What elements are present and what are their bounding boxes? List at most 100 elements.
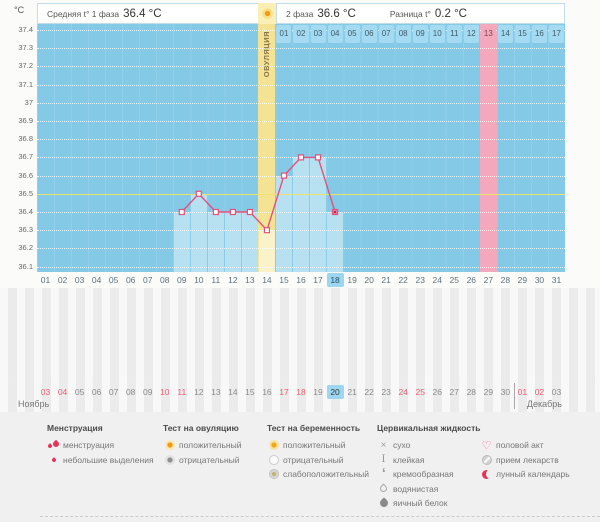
date-label[interactable]: 22 bbox=[364, 387, 374, 397]
temperature-bar bbox=[258, 230, 275, 272]
cycle-day-label[interactable]: 19 bbox=[347, 275, 357, 285]
sticky-icon bbox=[377, 454, 390, 466]
cycle-day-label[interactable]: 10 bbox=[194, 275, 204, 285]
temperature-point[interactable] bbox=[246, 208, 254, 216]
legend-group-title bbox=[480, 423, 570, 438]
temperature-bar bbox=[310, 157, 327, 272]
symbol-area[interactable] bbox=[0, 288, 600, 412]
date-label[interactable]: 08 bbox=[125, 387, 136, 397]
gridline bbox=[37, 175, 565, 177]
cycle-day-label[interactable]: 06 bbox=[125, 275, 136, 285]
date-label[interactable]: 20 bbox=[326, 385, 344, 399]
creamy-icon bbox=[377, 468, 390, 480]
temperature-point[interactable] bbox=[178, 208, 185, 216]
legend-item-label: слабоположительный bbox=[283, 469, 369, 480]
legend-item: прием лекарств bbox=[480, 453, 570, 468]
cycle-day-label[interactable]: 07 bbox=[142, 275, 153, 285]
gridline bbox=[37, 102, 565, 104]
date-label[interactable]: 09 bbox=[142, 387, 153, 397]
date-label[interactable]: 29 bbox=[483, 387, 494, 397]
cycle-day-label[interactable]: 17 bbox=[313, 275, 323, 285]
date-label[interactable]: 15 bbox=[245, 387, 255, 397]
legend-item: слабоположительный bbox=[267, 467, 369, 482]
gridline bbox=[37, 139, 565, 141]
date-label[interactable]: 18 bbox=[296, 387, 306, 397]
spotting-icon bbox=[47, 454, 60, 466]
cycle-day-label[interactable]: 16 bbox=[296, 275, 306, 285]
cycle-day-label[interactable]: 26 bbox=[466, 275, 477, 285]
cycle-day-label[interactable]: 13 bbox=[245, 275, 255, 285]
gridline bbox=[37, 48, 565, 50]
month-label-left: Ноябрь bbox=[18, 399, 50, 409]
pregnancy-test-positive-icon bbox=[267, 439, 280, 451]
temperature-point[interactable] bbox=[229, 208, 236, 216]
temperature-point[interactable] bbox=[263, 227, 271, 234]
date-label[interactable]: 24 bbox=[398, 387, 408, 397]
dpo-cell: 14 bbox=[497, 25, 513, 43]
date-label[interactable]: 03 bbox=[551, 387, 562, 397]
cycle-day-label[interactable]: 23 bbox=[415, 275, 425, 285]
cycle-day-label[interactable]: 27 bbox=[483, 275, 494, 285]
date-label[interactable]: 10 bbox=[160, 387, 170, 397]
legend-item: клейкая bbox=[377, 453, 480, 468]
temperature-chart[interactable]: 01 02 03 04 05 06 07 08 09 10 11 12 13 14 15 16 17 ОВУЛЯЦ… bbox=[37, 24, 565, 272]
cycle-day-label[interactable]: 31 bbox=[551, 275, 562, 285]
cycle-day-label[interactable]: 03 bbox=[74, 275, 85, 285]
cycle-day-label[interactable]: 29 bbox=[517, 275, 528, 285]
legend-item-label: кремообразная bbox=[393, 469, 454, 480]
date-label[interactable]: 17 bbox=[279, 387, 289, 397]
date-label[interactable]: 21 bbox=[347, 387, 357, 397]
date-label[interactable]: 16 bbox=[262, 387, 272, 397]
date-label[interactable]: 25 bbox=[415, 387, 425, 397]
date-label[interactable]: 23 bbox=[381, 387, 391, 397]
temperature-point[interactable] bbox=[212, 208, 219, 216]
gridline bbox=[37, 66, 565, 68]
legend-group: половой акт прием лекарств лунный календар… bbox=[480, 423, 570, 482]
cycle-day-label[interactable]: 14 bbox=[262, 275, 272, 285]
legend-item-label: менструация bbox=[63, 440, 115, 451]
ovulation-header-cell bbox=[258, 3, 276, 24]
cycle-day-label[interactable]: 02 bbox=[57, 275, 68, 285]
cycle-day-label[interactable]: 09 bbox=[177, 275, 187, 285]
date-label[interactable]: 27 bbox=[449, 387, 460, 397]
cycle-day-label[interactable]: 18 bbox=[326, 273, 344, 287]
cycle-day-label[interactable]: 01 bbox=[40, 275, 51, 285]
date-label[interactable]: 26 bbox=[432, 387, 442, 397]
legend-item-label: положительный bbox=[179, 440, 242, 451]
temperature-point[interactable] bbox=[297, 154, 305, 161]
legend-item-label: клейкая bbox=[393, 454, 425, 465]
temperature-point[interactable] bbox=[280, 172, 288, 179]
cycle-day-label[interactable]: 22 bbox=[398, 275, 408, 285]
cycle-day-label[interactable]: 20 bbox=[364, 275, 374, 285]
date-label[interactable]: 30 bbox=[500, 387, 511, 397]
date-label[interactable]: 07 bbox=[108, 387, 119, 397]
cycle-day-label[interactable]: 05 bbox=[108, 275, 119, 285]
cycle-day-label[interactable]: 28 bbox=[500, 275, 511, 285]
date-label[interactable]: 02 bbox=[534, 387, 545, 397]
cycle-day-label[interactable]: 30 bbox=[534, 275, 545, 285]
date-label[interactable]: 04 bbox=[57, 387, 68, 397]
date-label[interactable]: 13 bbox=[211, 387, 221, 397]
phase2-label: 2 фаза bbox=[286, 8, 314, 19]
temperature-point[interactable] bbox=[195, 190, 202, 197]
cycle-day-label[interactable]: 12 bbox=[228, 275, 238, 285]
date-label[interactable]: 28 bbox=[466, 387, 477, 397]
temperature-point[interactable] bbox=[314, 154, 322, 161]
date-label[interactable]: 12 bbox=[194, 387, 204, 397]
date-label[interactable]: 06 bbox=[91, 387, 102, 397]
date-label[interactable]: 19 bbox=[313, 387, 323, 397]
cycle-day-label[interactable]: 21 bbox=[381, 275, 391, 285]
date-label[interactable]: 01 bbox=[517, 387, 528, 397]
date-label[interactable]: 14 bbox=[228, 387, 238, 397]
legend-item: небольшие выделения bbox=[47, 453, 154, 468]
cycle-day-label[interactable]: 24 bbox=[432, 275, 442, 285]
pregnancy-test-negative-icon bbox=[267, 454, 280, 466]
cycle-day-label[interactable]: 04 bbox=[91, 275, 102, 285]
cycle-day-label[interactable]: 11 bbox=[211, 275, 221, 285]
cycle-day-label[interactable]: 25 bbox=[449, 275, 460, 285]
date-label[interactable]: 11 bbox=[177, 387, 187, 397]
cycle-day-label[interactable]: 08 bbox=[160, 275, 170, 285]
date-label[interactable]: 05 bbox=[74, 387, 85, 397]
cycle-day-label[interactable]: 15 bbox=[279, 275, 289, 285]
date-label[interactable]: 03 bbox=[40, 387, 51, 397]
